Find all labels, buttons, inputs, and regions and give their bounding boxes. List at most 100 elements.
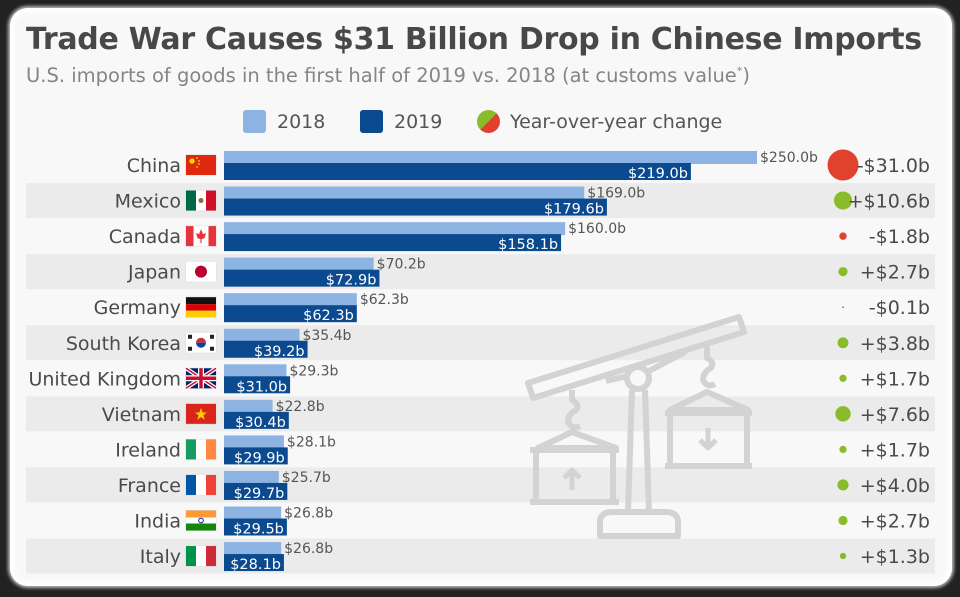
row-stripe: [26, 538, 935, 574]
uk-flag-icon: [184, 366, 218, 390]
bar-2018: [224, 364, 287, 378]
flag-star: [196, 157, 198, 159]
yoy-label: +$2.7b: [860, 262, 930, 284]
flag-stripe: [186, 510, 216, 518]
chart-row-south-korea: South Korea $35.4b$39.2b +$3.8b: [66, 328, 930, 360]
bar-label-2018: $62.3b: [360, 292, 409, 308]
legend-item-2018: 2018: [243, 110, 325, 133]
flag-emblem: [198, 198, 204, 204]
bar-label-2019: $72.9b: [326, 273, 377, 289]
trigram: [210, 334, 214, 339]
chart-row-japan: Japan $70.2b$72.9b +$2.7b: [127, 257, 930, 289]
flag-stripe: [196, 474, 206, 495]
flag-stripe: [186, 546, 196, 567]
bar-2019: [224, 482, 288, 500]
flag-sun: [195, 265, 207, 278]
country-label: Ireland: [115, 439, 181, 461]
taegeuk-bottom: [196, 342, 206, 348]
yoy-bubble: [833, 191, 853, 210]
chart-row-italy: Italy $26.8b$28.1b +$1.3b: [140, 541, 930, 573]
yoy-label: -$0.1b: [869, 297, 930, 319]
flag-stripe: [186, 297, 216, 305]
bar-label-2018: $28.1b: [287, 434, 336, 450]
bar-label-2019: $179.6b: [544, 202, 604, 218]
flag-stripe: [206, 190, 216, 211]
flag-stripe: [186, 439, 196, 460]
country-label: India: [134, 511, 181, 533]
yoy-label: -$31.0b: [857, 155, 930, 177]
yoy-bubble: [835, 406, 851, 422]
bar-label-2018: $22.8b: [276, 399, 325, 415]
bar-label-2018: $29.3b: [289, 363, 338, 379]
flag-stripe: [186, 517, 216, 524]
bar-2019: [224, 376, 291, 394]
subtitle-footnote-mark: *: [736, 64, 743, 78]
bar-label-2018: $26.8b: [284, 541, 333, 557]
bar-label-2018: $250.0b: [760, 150, 818, 166]
chart-title: Trade War Causes $31 Billion Drop in Chi…: [26, 22, 922, 57]
bar-2019: [224, 554, 284, 572]
trigram: [188, 334, 192, 339]
chart-row-ireland: Ireland $28.1b$29.9b +$1.7b: [115, 434, 930, 466]
flag-stripe: [196, 439, 206, 460]
country-label: South Korea: [66, 333, 181, 355]
yoy-bubble: [839, 232, 847, 240]
flag-star: [196, 166, 198, 168]
china-flag-icon: [185, 154, 217, 176]
chart-subtitle: U.S. imports of goods in the first half …: [26, 64, 750, 87]
country-label: China: [127, 155, 181, 177]
japan-flag-icon: [185, 261, 217, 283]
ireland-flag-icon: [185, 438, 217, 460]
bar-2018: [224, 542, 282, 556]
yoy-bubble: [839, 445, 847, 454]
country-label: France: [118, 475, 181, 497]
row-stripe: [26, 396, 935, 432]
country-label: Canada: [109, 226, 181, 248]
flag-stripe: [186, 310, 216, 318]
bar-label-2018: $25.7b: [282, 470, 331, 486]
chart-row-germany: Germany $62.3b $62.3b -$0.1b: [94, 292, 930, 324]
chart-row-canada: Canada $160.0b $158.1b -$1.8b: [109, 221, 930, 253]
flag-cross-red: [186, 368, 216, 389]
bar-label-2018: $26.8b: [284, 506, 333, 522]
country-label: Italy: [140, 546, 181, 568]
flag-stripe: [206, 546, 216, 567]
flag-stripe: [206, 474, 216, 495]
row-stripe: [26, 467, 935, 503]
row-stripe: [26, 254, 935, 290]
bar-label-2018: $70.2b: [377, 257, 426, 273]
trigram: [210, 346, 214, 351]
dark-blue-square-icon: [360, 110, 383, 133]
flag-stripe: [196, 546, 206, 567]
chart-row-mexico: Mexico $169.0b$179.6b +$10.6b: [115, 186, 930, 218]
bar-label-2019: $29.5b: [233, 522, 284, 538]
flag-stripe: [186, 304, 216, 311]
yoy-label: +$10.6b: [848, 191, 930, 213]
legend: 2018 2019 Year-over-year change: [0, 110, 960, 136]
flag-star: [189, 158, 195, 164]
bar-2018: [224, 186, 585, 200]
light-blue-square-icon: [243, 110, 266, 133]
yoy-label: +$2.7b: [860, 511, 930, 533]
yoy-bubble: [827, 149, 859, 181]
row-stripe: [26, 325, 935, 361]
bar-label-2019: $29.9b: [234, 450, 285, 466]
france-flag-icon: [185, 474, 217, 496]
bar-label-2019: $31.0b: [236, 379, 287, 395]
bar-label-2018: $160.0b: [568, 221, 626, 237]
bar-2018: [224, 506, 282, 520]
yoy-bubble: [838, 515, 848, 526]
bar-2018: [224, 222, 566, 236]
yoy-label: +$4.0b: [860, 475, 930, 497]
bar-2019: [224, 447, 288, 465]
chart-row-vietnam: Vietnam $22.8b$30.4b +$7.6b: [102, 399, 930, 431]
bar-2019: [224, 269, 380, 287]
mexico-flag-icon: [185, 190, 217, 212]
ashoka-chakra: [198, 517, 204, 524]
canada-flag-icon: [185, 225, 217, 247]
bar-label-2019: $158.1b: [498, 237, 558, 253]
bar-label-2019: $29.7b: [234, 486, 285, 502]
country-label: Vietnam: [102, 404, 181, 426]
trigram: [188, 346, 192, 351]
flag-field: [186, 155, 216, 175]
